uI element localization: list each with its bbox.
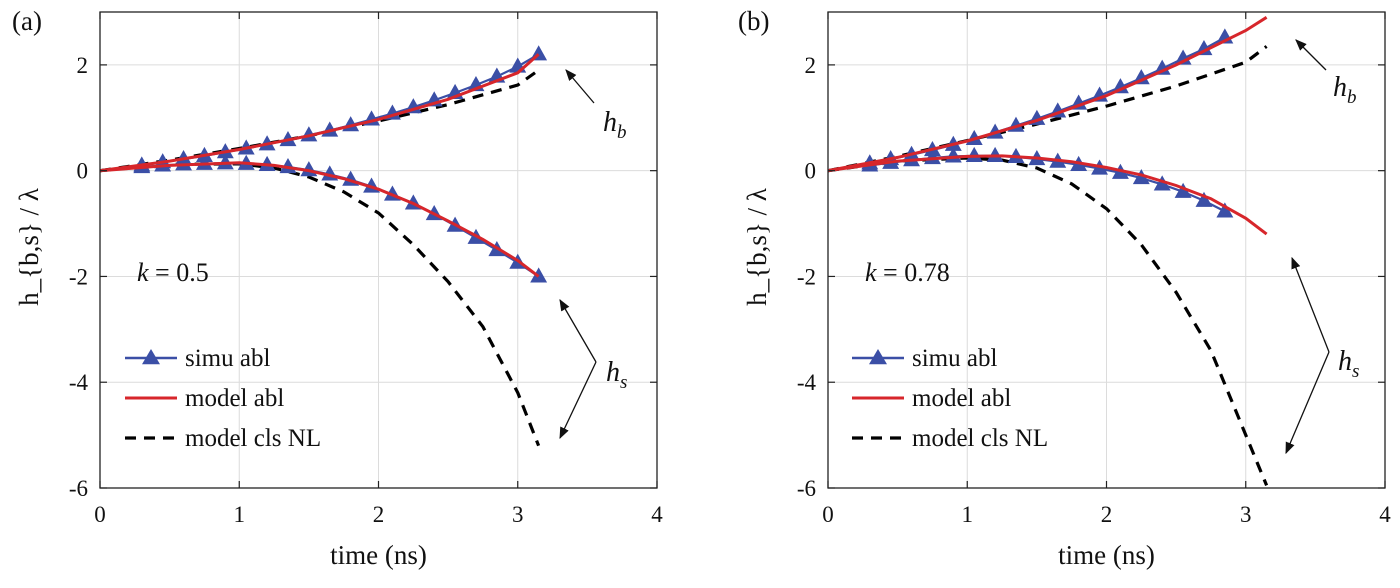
legend-label: simu abl xyxy=(185,345,270,372)
y-tick-label: -2 xyxy=(69,264,88,289)
data-point-marker xyxy=(175,155,193,171)
annotation-hb: hb xyxy=(1333,72,1357,108)
legend-label: model cls NL xyxy=(185,425,321,452)
parameter-value: = 0.78 xyxy=(877,258,950,287)
series-group xyxy=(828,16,1269,487)
legend-marker xyxy=(869,349,887,365)
annotation-hs: hs xyxy=(1338,346,1359,382)
parameter-text: k = 0.78 xyxy=(865,258,950,287)
annotation-hs-sub: s xyxy=(620,372,627,393)
annotation-hs-base: h xyxy=(1338,346,1352,377)
x-axis-label: time (ns) xyxy=(1058,540,1155,570)
x-tick-label: 0 xyxy=(822,502,834,527)
legend-marker xyxy=(142,349,160,365)
y-tick-label: -6 xyxy=(797,476,816,501)
legend-label: model abl xyxy=(912,385,1011,412)
annotation-arrow-hb xyxy=(1295,39,1327,71)
x-tick-label: 3 xyxy=(1240,502,1252,527)
series-line-spike-solid xyxy=(828,154,1268,236)
chart-panel-b: 0 1 2 3 4 2 0 -2 -4 -6 time (ns) h_{b,s} / λ (b) k = … xyxy=(738,6,1391,570)
x-tick-label: 2 xyxy=(373,502,385,527)
y-tick-label: -6 xyxy=(69,476,88,501)
annotation-arrow-hs-top xyxy=(559,298,597,363)
annotation-hs-sub: s xyxy=(1352,361,1359,382)
x-tick-label: 4 xyxy=(1379,502,1391,527)
series-line-spike-solid xyxy=(100,161,540,278)
y-tick-label: 0 xyxy=(805,159,817,184)
data-point-marker xyxy=(965,146,983,162)
annotation-arrow-hs-bottom xyxy=(1285,351,1330,455)
y-tick-label: 0 xyxy=(77,159,89,184)
annotation-hb-sub: b xyxy=(617,122,627,143)
legend-label: simu abl xyxy=(912,345,997,372)
y-tick-label: -2 xyxy=(797,264,816,289)
series-line-bubble-solid xyxy=(828,16,1268,173)
y-axis-label: h_{b,s} / λ xyxy=(742,188,772,306)
series-group xyxy=(100,45,548,447)
y-axis-label: h_{b,s} / λ xyxy=(14,188,44,306)
series-line-spike-dashed xyxy=(828,156,1269,487)
annotation-arrow-hs-bottom xyxy=(559,361,597,440)
panel-label: (a) xyxy=(12,6,42,36)
parameter-value: = 0.5 xyxy=(149,258,209,287)
x-tick-label: 1 xyxy=(962,502,974,527)
series-line-bubble-solid xyxy=(100,53,540,173)
y-tick-label: -4 xyxy=(69,370,89,395)
annotation-hs: hs xyxy=(606,357,627,393)
annotation-hb-base: h xyxy=(1333,72,1347,103)
legend: simu abl model abl model cls NL xyxy=(125,345,321,452)
y-tick-label: -4 xyxy=(797,370,817,395)
x-tick-label: 0 xyxy=(94,502,106,527)
panel-label: (b) xyxy=(738,6,769,36)
x-axis-label: time (ns) xyxy=(330,540,427,570)
parameter-text: k = 0.5 xyxy=(137,258,209,287)
legend: simu abl model abl model cls NL xyxy=(852,345,1048,452)
x-tick-label: 1 xyxy=(234,502,246,527)
y-tick-label: 2 xyxy=(805,53,817,78)
annotation-hb-sub: b xyxy=(1347,87,1357,108)
chart-panel-a: 0 1 2 3 4 2 0 -2 -4 -6 time (ns) h_{b,s} / λ (a) k = … xyxy=(12,6,663,570)
data-point-marker xyxy=(1195,191,1213,207)
parameter-symbol: k xyxy=(865,258,877,287)
series-line-spike-dashed xyxy=(100,162,541,447)
legend-label: model abl xyxy=(185,385,284,412)
parameter-symbol: k xyxy=(137,258,149,287)
x-tick-label: 2 xyxy=(1101,502,1113,527)
annotation-hs-base: h xyxy=(606,357,620,388)
annotation-hb-base: h xyxy=(603,107,617,138)
x-tick-label: 4 xyxy=(651,502,663,527)
legend-label: model cls NL xyxy=(912,425,1048,452)
annotation-hb: hb xyxy=(603,107,627,143)
annotation-arrow-hs-top xyxy=(1291,256,1330,353)
x-tick-label: 3 xyxy=(512,502,524,527)
annotation-arrow-hb xyxy=(565,69,595,104)
y-tick-label: 2 xyxy=(77,53,89,78)
